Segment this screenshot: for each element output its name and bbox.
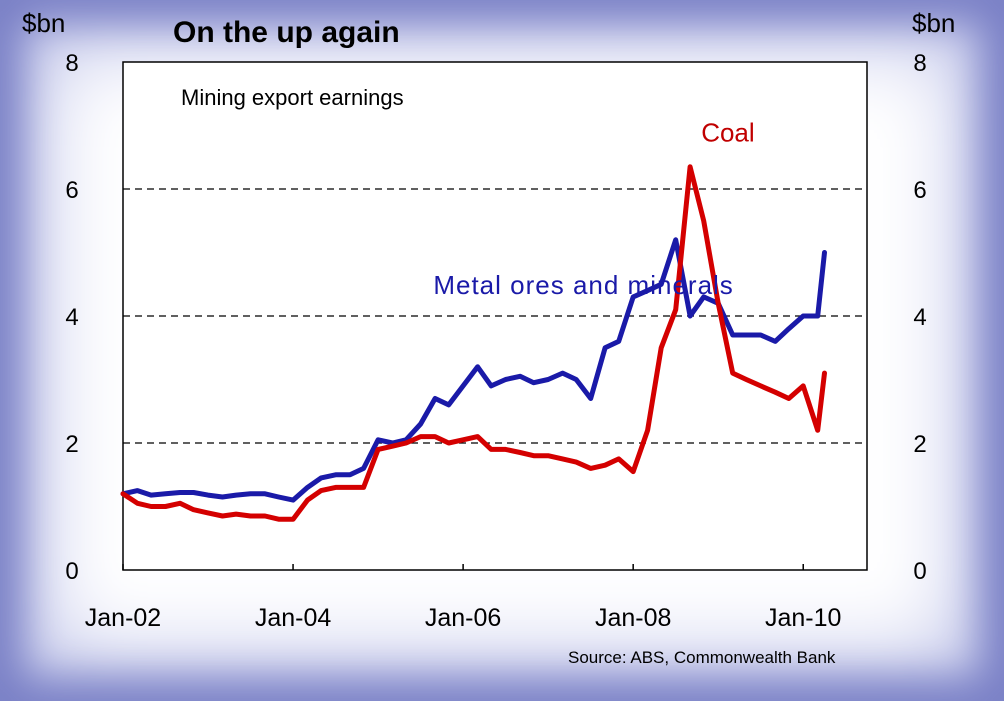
y-tick-left-label: 8 [65, 50, 78, 77]
y-tick-right-label: 0 [913, 558, 926, 585]
y-tick-left-label: 0 [65, 558, 78, 585]
y-tick-right-label: 8 [913, 50, 926, 77]
series-lines [120, 164, 827, 522]
chart-subtitle: Mining export earnings [181, 85, 404, 110]
x-axis: Jan-02 Jan-04 Jan-06 Jan-08 Jan-10 [85, 564, 841, 632]
series-label-metal-ores: Metal ores and minerals [433, 270, 733, 300]
grid-lines [123, 188, 867, 444]
series-label-coal: Coal [701, 117, 754, 147]
y-axis-right: 0 2 4 6 8 [913, 50, 926, 585]
y-tick-right-label: 4 [913, 304, 926, 331]
y-tick-left-label: 4 [65, 304, 78, 331]
y-unit-left: $bn [22, 8, 65, 38]
source-note: Source: ABS, Commonwealth Bank [568, 648, 836, 667]
series-line-coal [120, 164, 827, 522]
x-tick-label: Jan-08 [595, 604, 671, 632]
x-tick-label: Jan-06 [425, 604, 501, 632]
x-tick-label: Jan-10 [765, 604, 841, 632]
y-unit-right: $bn [912, 8, 955, 38]
series-line-metal-ores-and-minerals [120, 237, 827, 503]
y-tick-right-label: 6 [913, 177, 926, 204]
y-tick-right-label: 2 [913, 431, 926, 458]
x-tick-label: Jan-02 [85, 604, 161, 632]
y-tick-left-label: 2 [65, 431, 78, 458]
chart-title: On the up again [173, 16, 400, 49]
series-annotations: Coal Metal ores and minerals [433, 117, 754, 299]
y-axis-left: 0 2 4 6 8 [65, 50, 78, 585]
y-tick-left-label: 6 [65, 177, 78, 204]
x-tick-label: Jan-04 [255, 604, 332, 632]
